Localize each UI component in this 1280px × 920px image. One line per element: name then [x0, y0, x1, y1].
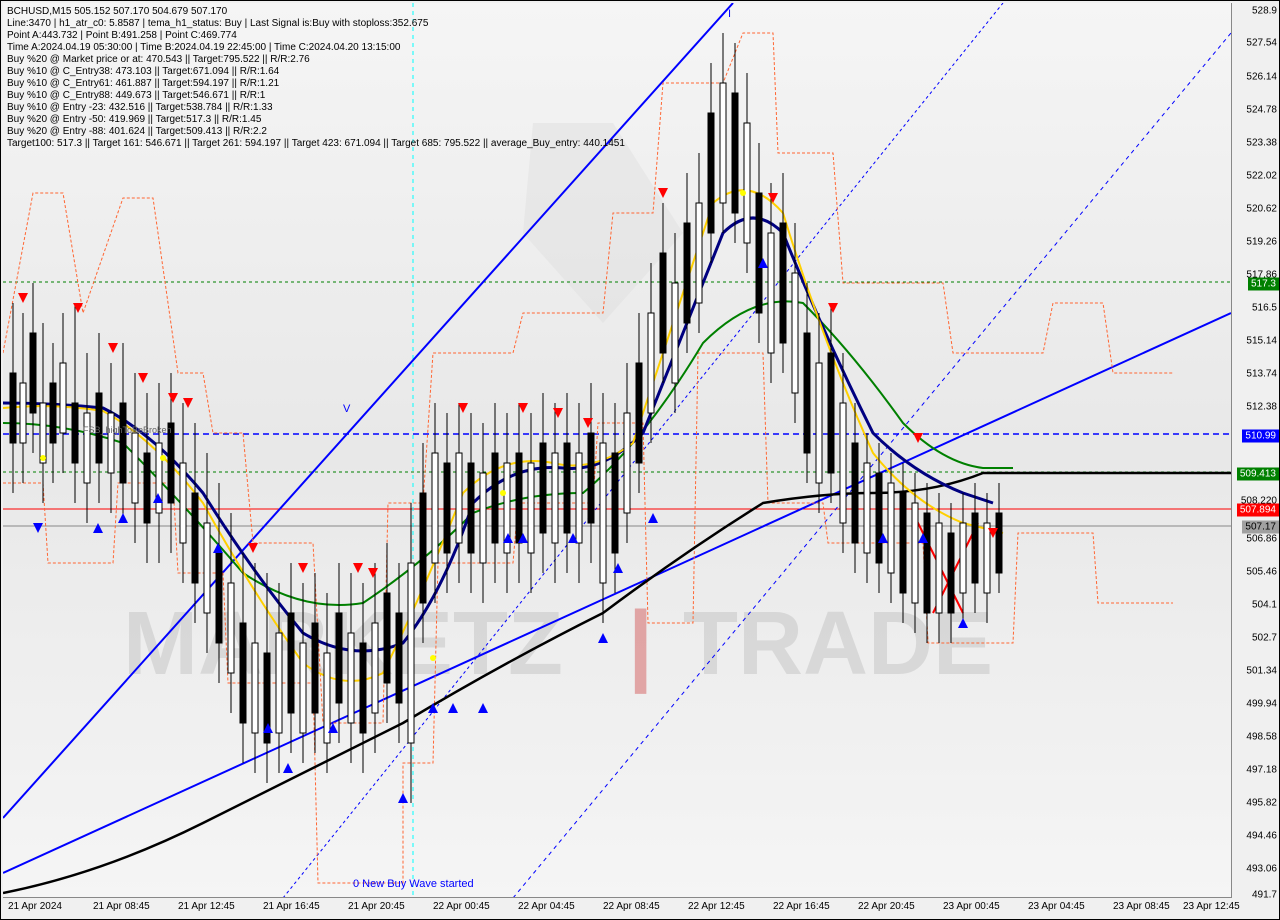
- info-line-10: Buy %20 @ Entry -88: 401.624 || Target:5…: [7, 126, 267, 137]
- x-tick: 21 Apr 08:45: [93, 901, 150, 912]
- price-mark-507b: 507.894: [1237, 504, 1279, 517]
- info-line-3: Time A:2024.04.19 05:30:00 | Time B:2024…: [7, 42, 400, 53]
- y-tick: 495.82: [1246, 798, 1277, 809]
- y-tick: 493.06: [1246, 864, 1277, 875]
- fsb-label: FSB_highToBeBroken: [83, 425, 172, 435]
- x-tick: 22 Apr 04:45: [518, 901, 575, 912]
- x-axis: 21 Apr 2024 21 Apr 08:45 21 Apr 12:45 21…: [3, 897, 1231, 919]
- x-tick: 23 Apr 04:45: [1028, 901, 1085, 912]
- y-tick: 523.38: [1246, 138, 1277, 149]
- y-tick: 515.14: [1246, 336, 1277, 347]
- y-tick: 497.18: [1246, 765, 1277, 776]
- price-mark-current: 507.17: [1242, 521, 1279, 534]
- x-tick: 22 Apr 16:45: [773, 901, 830, 912]
- info-line-6: Buy %10 @ C_Entry61: 461.887 || Target:5…: [7, 78, 279, 89]
- wave-annotation: 0 New Buy Wave started: [353, 878, 474, 890]
- y-tick: 491.7: [1252, 890, 1277, 901]
- y-tick: 520.62: [1246, 204, 1277, 215]
- x-tick: 22 Apr 08:45: [603, 901, 660, 912]
- y-tick: 519.26: [1246, 237, 1277, 248]
- y-tick: 528.9: [1252, 6, 1277, 17]
- x-tick: 23 Apr 08:45: [1113, 901, 1170, 912]
- info-line-5: Buy %10 @ C_Entry38: 473.103 || Target:6…: [7, 66, 279, 77]
- x-tick: 21 Apr 2024: [8, 901, 62, 912]
- chart-title: BCHUSD,M15 505.152 507.170 504.679 507.1…: [7, 6, 227, 17]
- y-tick: 512.38: [1246, 402, 1277, 413]
- x-tick: 22 Apr 00:45: [433, 901, 490, 912]
- x-tick: 21 Apr 12:45: [178, 901, 235, 912]
- x-tick: 22 Apr 12:45: [688, 901, 745, 912]
- price-mark-517: 517.3: [1248, 278, 1279, 291]
- x-tick: 22 Apr 20:45: [858, 901, 915, 912]
- y-tick: 527.54: [1246, 38, 1277, 49]
- x-tick: 23 Apr 12:45: [1183, 901, 1240, 912]
- y-tick: 522.02: [1246, 171, 1277, 182]
- info-line-8: Buy %10 @ Entry -23: 432.516 || Target:5…: [7, 102, 273, 113]
- info-line-4: Buy %20 @ Market price or at: 470.543 ||…: [7, 54, 310, 65]
- chart-container: MARKETZ | TRADE: [0, 0, 1280, 920]
- info-line-9: Buy %20 @ Entry -50: 419.969 || Target:5…: [7, 114, 261, 125]
- y-tick: 504.1: [1252, 600, 1277, 611]
- price-mark-509: 509.413: [1237, 468, 1279, 481]
- y-tick: 494.46: [1246, 831, 1277, 842]
- y-tick: 505.46: [1246, 567, 1277, 578]
- y-tick: 506.86: [1246, 534, 1277, 545]
- info-line-7: Buy %10 @ C_Entry88: 449.673 || Target:5…: [7, 90, 265, 101]
- info-line-11: Target100: 517.3 || Target 161: 546.671 …: [7, 138, 625, 149]
- y-axis: 528.9 527.54 526.14 524.78 523.38 522.02…: [1231, 3, 1279, 898]
- price-mark-510: 510.99: [1242, 430, 1279, 443]
- y-tick: 498.58: [1246, 732, 1277, 743]
- y-tick: 516.5: [1252, 303, 1277, 314]
- y-tick: 526.14: [1246, 72, 1277, 83]
- y-tick: 502.7: [1252, 633, 1277, 644]
- y-tick: 524.78: [1246, 105, 1277, 116]
- i-label: I: [728, 8, 731, 20]
- y-tick: 501.34: [1246, 666, 1277, 677]
- info-line-1: Line:3470 | h1_atr_c0: 5.8587 | tema_h1_…: [7, 18, 428, 29]
- chart-area[interactable]: MARKETZ | TRADE: [3, 3, 1231, 898]
- v-label: V: [343, 403, 350, 415]
- x-tick: 21 Apr 20:45: [348, 901, 405, 912]
- y-tick: 499.94: [1246, 699, 1277, 710]
- info-line-2: Point A:443.732 | Point B:491.258 | Poin…: [7, 30, 237, 41]
- y-tick: 513.74: [1246, 369, 1277, 380]
- x-tick: 21 Apr 16:45: [263, 901, 320, 912]
- x-tick: 23 Apr 00:45: [943, 901, 1000, 912]
